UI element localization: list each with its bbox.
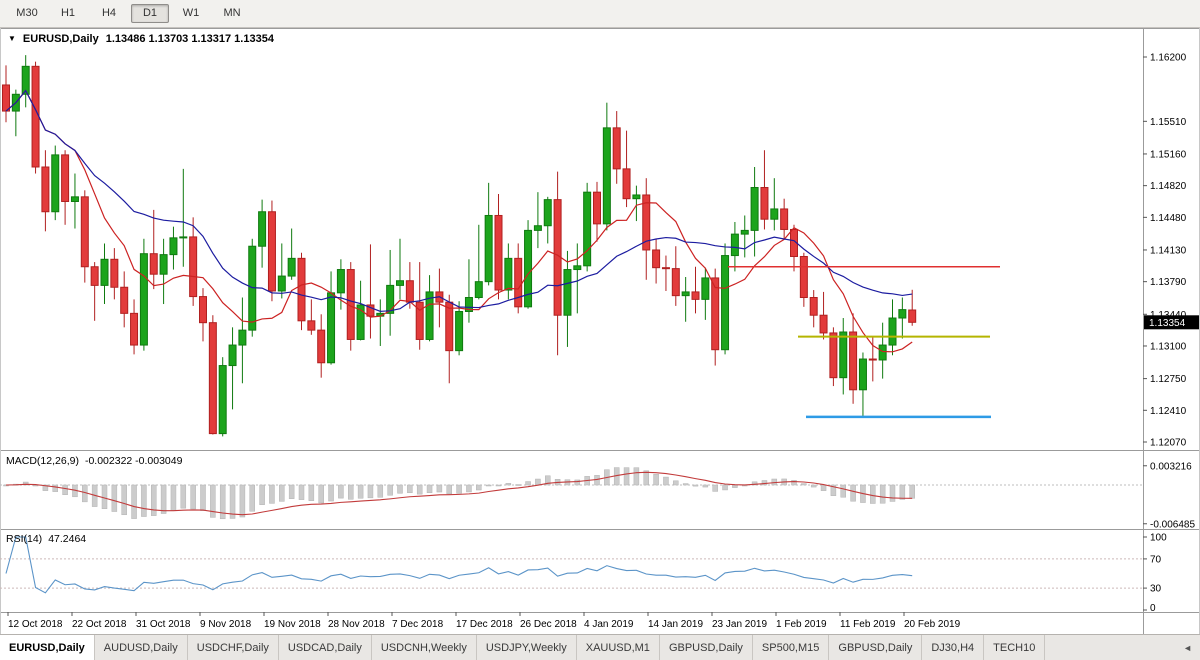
timeframe-button-m30[interactable]: M30: [16, 7, 38, 19]
svg-text:1 Feb 2019: 1 Feb 2019: [776, 619, 827, 630]
macd-signal-line: [5, 471, 913, 516]
svg-text:-0.006485: -0.006485: [1150, 519, 1195, 530]
timeframe-button-mn[interactable]: MN: [223, 7, 241, 19]
svg-text:1.13100: 1.13100: [1150, 341, 1187, 352]
svg-text:7 Dec 2018: 7 Dec 2018: [392, 619, 444, 630]
chart-tab-usdchf-daily[interactable]: USDCHF,Daily: [188, 635, 279, 660]
svg-text:20 Feb 2019: 20 Feb 2019: [904, 619, 961, 630]
indicator-level-lines: [0, 484, 1143, 589]
chart-tab-dj30-h4[interactable]: DJ30,H4: [922, 635, 985, 660]
chart-tab-gbpusd-daily[interactable]: GBPUSD,Daily: [829, 635, 923, 660]
svg-text:31 Oct 2018: 31 Oct 2018: [136, 619, 191, 630]
symbol-menu-icon[interactable]: ▼: [8, 34, 16, 43]
svg-text:1.15160: 1.15160: [1150, 149, 1187, 160]
svg-text:1.14130: 1.14130: [1150, 245, 1187, 256]
candles-layer: [2, 55, 917, 437]
svg-text:1.12750: 1.12750: [1150, 374, 1187, 385]
tabs-scroll-left-icon[interactable]: ◄: [1183, 642, 1192, 653]
ma-fast-line: [5, 89, 913, 353]
svg-text:1.13354: 1.13354: [1149, 318, 1186, 329]
timeframe-button-d1[interactable]: D1: [131, 4, 169, 23]
svg-text:11 Feb 2019: 11 Feb 2019: [840, 619, 896, 630]
macd-indicator-label: MACD(12,26,9) -0.002322 -0.003049: [6, 455, 182, 467]
chart-tab-tech10[interactable]: TECH10: [984, 635, 1046, 660]
chart-tab-bar: EURUSD,Daily AUDUSD,Daily USDCHF,Daily USDC…: [0, 634, 1200, 660]
chart-tab-usdjpy-weekly[interactable]: USDJPY,Weekly: [477, 635, 577, 660]
chart-tab-gbpusd-daily[interactable]: GBPUSD,Daily: [660, 635, 753, 660]
chart-tab-eurusd-daily[interactable]: EURUSD,Daily: [0, 635, 95, 660]
macd-axis-labels: 0.003216 -0.006485: [1143, 461, 1195, 530]
symbol-ohlc-values: 1.13486 1.13703 1.13317 1.13354: [105, 33, 274, 45]
svg-text:14 Jan 2019: 14 Jan 2019: [648, 619, 703, 630]
svg-text:17 Dec 2018: 17 Dec 2018: [456, 619, 513, 630]
svg-text:28 Nov 2018: 28 Nov 2018: [328, 619, 385, 630]
chart-tab-xauusd-m1[interactable]: XAUUSD,M1: [577, 635, 660, 660]
svg-text:30: 30: [1150, 584, 1162, 595]
svg-text:1.13790: 1.13790: [1150, 277, 1187, 288]
timeframe-button-h1[interactable]: H1: [60, 7, 76, 19]
svg-text:100: 100: [1150, 533, 1167, 544]
svg-text:1.14820: 1.14820: [1150, 181, 1187, 192]
svg-text:70: 70: [1150, 554, 1162, 565]
svg-text:19 Nov 2018: 19 Nov 2018: [264, 619, 321, 630]
rsi-indicator-label: RSI(14) 47.2464: [6, 533, 86, 545]
chart-tab-usdcad-daily[interactable]: USDCAD,Daily: [279, 635, 372, 660]
svg-text:1.14480: 1.14480: [1150, 213, 1187, 224]
svg-text:1.12410: 1.12410: [1150, 406, 1187, 417]
date-axis-labels: 12 Oct 2018 22 Oct 2018 31 Oct 2018 9 Nov 2…: [7, 612, 961, 630]
symbol-title: EURUSD,Daily: [22, 33, 99, 45]
timeframe-button-h4[interactable]: H4: [101, 7, 117, 19]
svg-text:4 Jan 2019: 4 Jan 2019: [584, 619, 634, 630]
timeframe-toolbar: M30 H1 H4 D1 W1 MN: [0, 0, 1200, 28]
current-price-badge: 1.13354: [1144, 315, 1199, 330]
svg-text:1.13440: 1.13440: [1150, 310, 1187, 321]
svg-text:1.12070: 1.12070: [1150, 437, 1187, 448]
svg-text:9 Nov 2018: 9 Nov 2018: [200, 619, 252, 630]
macd-values: -0.002322 -0.003049: [84, 455, 183, 467]
svg-text:0.003216: 0.003216: [1150, 461, 1192, 472]
rsi-line: [5, 536, 913, 594]
chart-header: ▼ EURUSD,Daily 1.13486 1.13703 1.13317 1…: [8, 33, 274, 45]
rsi-value: 47.2464: [48, 533, 87, 545]
svg-text:0: 0: [1150, 603, 1156, 614]
macd-name: MACD(12,26,9): [6, 455, 79, 467]
svg-text:1.15510: 1.15510: [1150, 117, 1187, 128]
rsi-axis-labels: 100 70 30 0: [1143, 533, 1167, 614]
ma-slow-line: [5, 89, 913, 312]
price-axis-labels: 1.16200 1.15510 1.15160 1.14820 1.14480 1.141…: [1143, 53, 1187, 448]
macd-histogram: [3, 467, 915, 520]
svg-text:22 Oct 2018: 22 Oct 2018: [72, 619, 127, 630]
svg-text:12 Oct 2018: 12 Oct 2018: [8, 619, 63, 630]
chart-tab-audusd-daily[interactable]: AUDUSD,Daily: [95, 635, 188, 660]
rsi-name: RSI(14): [6, 533, 43, 545]
svg-text:1.16200: 1.16200: [1150, 53, 1187, 64]
timeframe-button-w1[interactable]: W1: [182, 7, 200, 19]
svg-text:26 Dec 2018: 26 Dec 2018: [520, 619, 577, 630]
chart-tab-sp500-m15[interactable]: SP500,M15: [753, 635, 830, 660]
chart-tab-usdcnh-weekly[interactable]: USDCNH,Weekly: [372, 635, 477, 660]
svg-text:23 Jan 2019: 23 Jan 2019: [712, 619, 767, 630]
panel-borders: [0, 28, 1200, 635]
